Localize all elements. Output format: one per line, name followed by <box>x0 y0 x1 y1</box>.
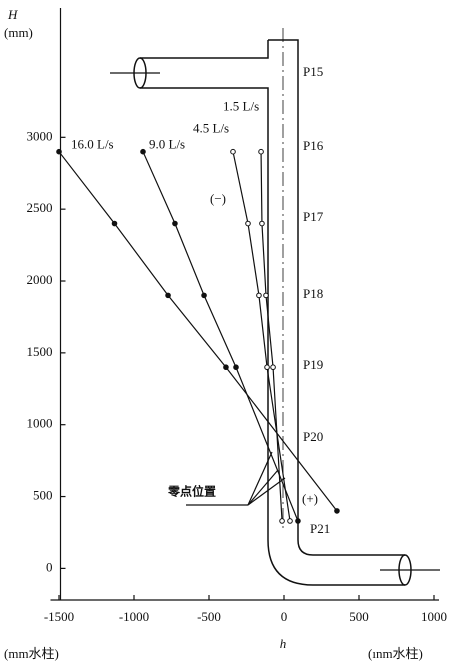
data-point <box>263 292 269 299</box>
data-point <box>245 220 251 227</box>
data-point <box>258 148 264 155</box>
pipe-label: P19 <box>303 357 323 372</box>
x-unit: (ınm水柱) <box>368 646 423 661</box>
series-label: 4.5 L/s <box>193 121 229 136</box>
x-unit: (mm水柱) <box>4 646 59 661</box>
series-label: 16.0 L/s <box>71 137 114 152</box>
annotation: 零点位置 <box>167 484 216 499</box>
series-line <box>142 151 299 522</box>
annotation: (−) <box>210 191 226 206</box>
y-label: H <box>7 7 18 22</box>
data-point <box>270 364 276 371</box>
pipe <box>110 28 440 586</box>
y-tick-label: 1500 <box>27 344 53 359</box>
data-point <box>172 220 178 227</box>
y-tick-label: 3000 <box>27 128 53 143</box>
data-point <box>223 364 229 371</box>
pipe-label: P15 <box>303 64 323 79</box>
data-point <box>230 148 236 155</box>
data-point <box>259 220 265 227</box>
y-tick-label: 500 <box>33 488 53 503</box>
pipe-label: P20 <box>303 429 323 444</box>
data-point <box>56 148 62 155</box>
pipe-label: P21 <box>310 521 330 536</box>
y-unit: (mm) <box>4 25 33 40</box>
data-point <box>334 508 340 514</box>
series-label: 9.0 L/s <box>149 137 185 152</box>
x-label: h <box>280 636 287 651</box>
x-tick-label: 0 <box>281 609 288 624</box>
series-line <box>58 151 338 512</box>
pipe-label: P17 <box>303 209 324 224</box>
pipe-label: P18 <box>303 286 323 301</box>
data-point <box>165 292 171 299</box>
y-tick-label: 1000 <box>27 416 53 431</box>
x-tick-label: -1000 <box>119 609 149 624</box>
x-tick-label: 500 <box>349 609 369 624</box>
data-point <box>233 364 239 371</box>
data-point <box>201 292 207 299</box>
series-line <box>260 151 283 522</box>
y-tick-label: 2500 <box>27 200 53 215</box>
y-tick-label: 0 <box>46 559 53 574</box>
y-tick-label: 2000 <box>27 272 53 287</box>
annotation: (+) <box>302 491 318 506</box>
data-point <box>140 148 146 155</box>
pipe-label: P16 <box>303 138 324 153</box>
series-label: 1.5 L/s <box>223 99 259 114</box>
x-tick-label: 1000 <box>421 609 447 624</box>
data-point <box>264 364 270 371</box>
x-tick-label: -500 <box>197 609 221 624</box>
data-point <box>287 518 293 524</box>
x-tick-label: -1500 <box>44 609 74 624</box>
data-point <box>295 518 301 524</box>
data-point <box>256 292 262 299</box>
zero-point-arrows <box>186 451 286 506</box>
data-point <box>111 220 118 227</box>
data-point <box>279 518 285 524</box>
